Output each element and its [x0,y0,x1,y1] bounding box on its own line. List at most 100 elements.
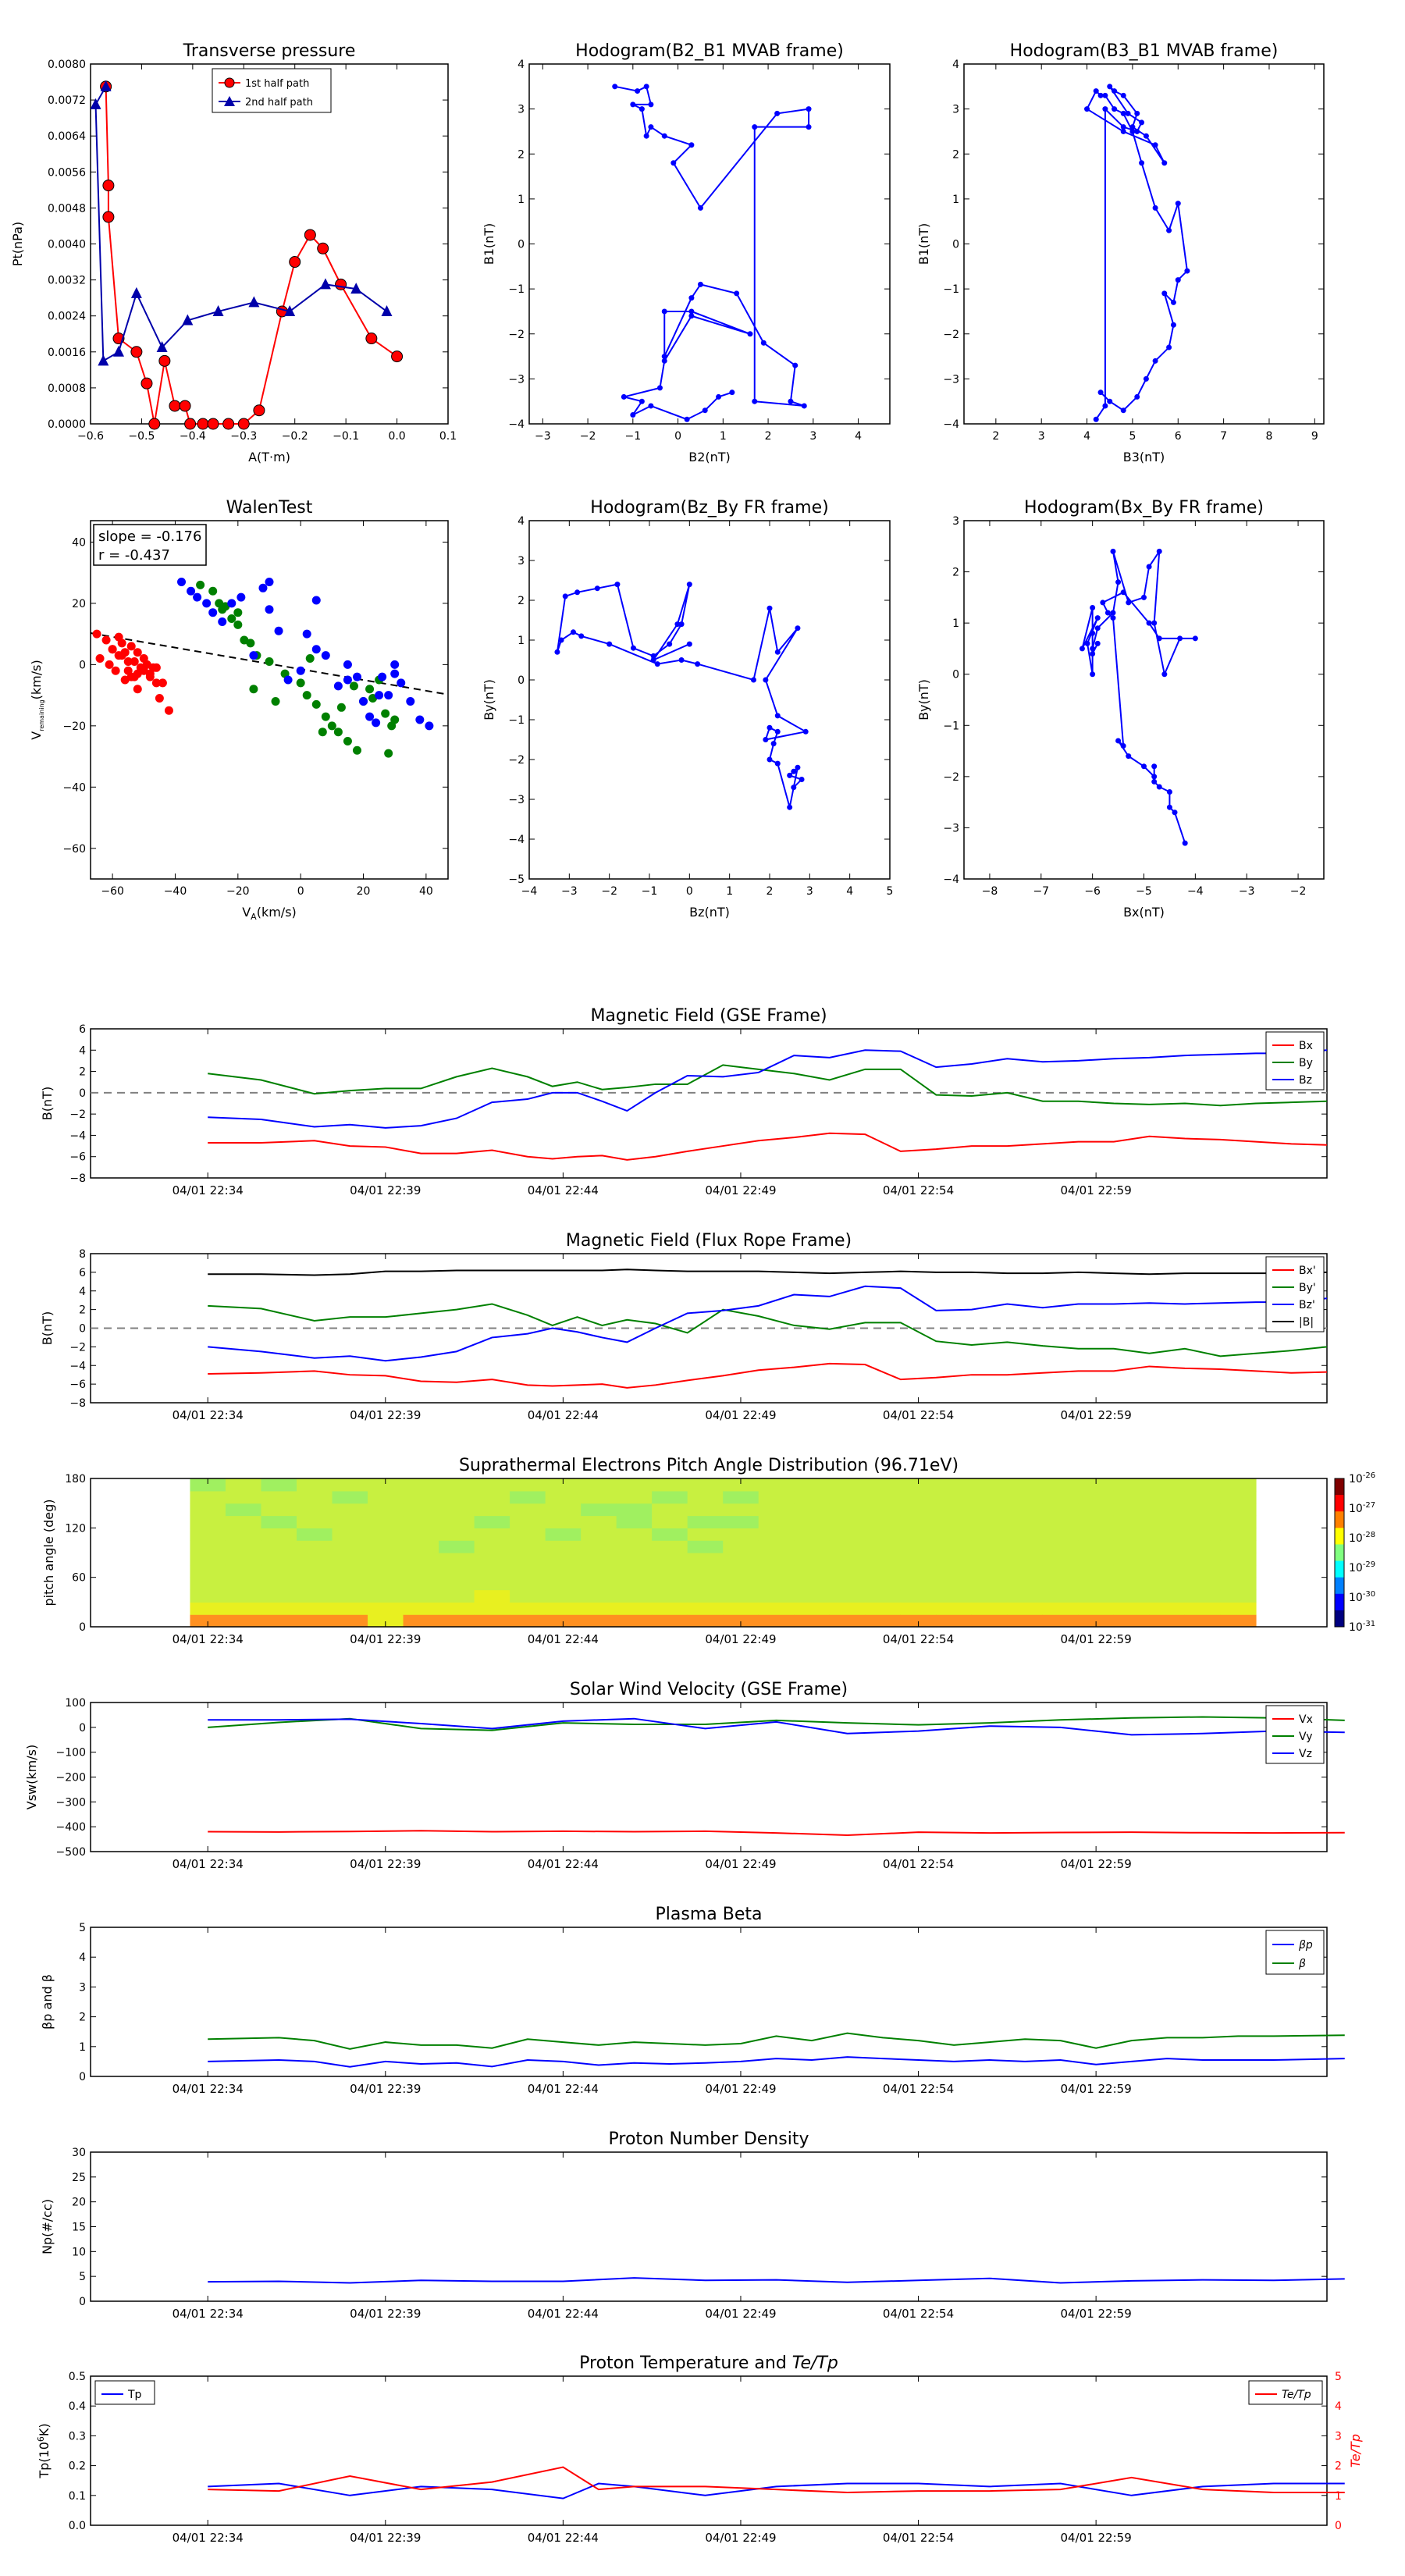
pad-cell [829,1478,866,1492]
mag_fr-series-Bz [208,1285,1328,1362]
np-title: Proton Number Density [609,2129,809,2149]
pad-colorbar-band [1335,1478,1344,1496]
hodo_b2b1-point [752,124,758,130]
pad-ylabel: pitch angle (deg) [41,1499,56,1606]
walen-ytick-label: 20 [72,598,86,610]
walen-annotation-box [93,524,207,566]
pad-cell [723,1490,759,1504]
pad-cell [723,1564,759,1578]
hodo-bxby-panel: Hodogram(Bx_By FR frame) −4 −3 −2 −1 0 1 2 3 −8 −7… [916,498,1325,920]
tp-ytick-label: 0.2 [69,2460,86,2473]
pad-colorbar-label: 10-30 [1349,1590,1375,1604]
transverse_pressure-point [317,242,329,254]
pad-cell [652,1490,688,1504]
beta-panel: Plasma Beta 0 1 2 3 4 5 04/01 22:34 04/01 22:39 0… [40,1905,1345,2096]
pad-colorbar-label: 10-28 [1349,1531,1375,1545]
pad-cell [510,1478,546,1492]
beta-ytick-label: 2 [79,2012,86,2024]
walen-point [265,605,274,614]
walen-point [352,745,361,755]
hodo_b2b1-point [661,133,667,139]
hodo_bzby-xtick-label: 1 [726,885,733,898]
pad-cell [971,1540,1008,1553]
transverse_pressure-series-line [94,86,388,363]
pad-cell [1220,1540,1257,1553]
walen-point [126,672,136,681]
pad-cell [616,1490,653,1504]
pad-cell [758,1478,795,1492]
pad-cell [900,1515,937,1528]
hodo_b2b1-point [747,331,753,337]
mag_fr-xtick-label: 04/01 22:34 [173,1408,244,1422]
tp-right-legend [1248,2380,1323,2405]
hodo_b3b1-point [1143,375,1149,382]
hodo_bxby-point [1094,615,1101,621]
pad-colorbar-label: 10-27 [1349,1501,1375,1515]
mag_gse-legend-label: Bx [1299,1040,1313,1052]
np-ytick-label: 5 [79,2271,86,2283]
pad-cell [971,1614,1008,1628]
pad-cell [616,1614,653,1628]
pad-cell [581,1515,617,1528]
hodo_bxby-title: Hodogram(Bx_By FR frame) [1024,498,1264,518]
transverse_pressure-ytick-label: 0.0048 [48,202,86,215]
hodo_b2b1-point [734,290,740,297]
mag_fr-series-Bx [208,1362,1328,1389]
tp-ytick-label: 0.5 [69,2371,86,2383]
transverse_pressure-point [289,256,301,269]
vsw-ytick-label: 100 [65,1697,86,1710]
hodo_bxby-point [1156,635,1162,642]
hodo_bzby-point [791,768,797,774]
walen-r-text: r = -0.437 [98,547,170,564]
hodo_b3b1-point [1170,299,1176,305]
transverse-pressure-panel: Transverse pressure 0.0000 0.0008 0.0016 0.0… [10,41,457,464]
pad-cell [758,1515,795,1528]
pad-cell [1078,1589,1115,1603]
pad-ytick-label: 0 [79,1621,86,1634]
hodo_b3b1-point [1175,201,1181,207]
vsw-xtick-label: 04/01 22:44 [528,1857,599,1871]
np-ytick-label: 15 [72,2222,86,2234]
np-series-Np [208,2277,1345,2284]
mag-fr-panel: Magnetic Field (Flux Rope Frame) −8 −6 −4 −2… [40,1231,1328,1422]
pad-cell [723,1515,759,1528]
pad-colorbar-label: 10-26 [1349,1471,1375,1485]
pad-cell [936,1614,973,1628]
pad-cell [687,1515,724,1528]
pad-cell [1078,1553,1115,1566]
hodo_bxby-point [1177,635,1183,642]
hodo_b2b1-ytick-label: 4 [518,59,525,71]
walen-point [177,577,187,586]
hodo_b3b1-point [1161,290,1168,297]
hodo_b3b1-point [1152,205,1158,211]
hodo_bzby-point [787,804,793,810]
pad-cell [1042,1564,1079,1578]
pad-cell [439,1577,475,1591]
walen-point [321,651,330,660]
tp-left-legend-label: Tp [127,2389,142,2401]
transverse_pressure-ytick-label: 0.0080 [48,59,86,71]
hodo_b2b1-point [630,411,636,418]
pad-cell [1042,1602,1079,1615]
pad-cell [1078,1614,1115,1628]
np-frame [90,2151,1328,2302]
pad-cell [1220,1602,1257,1615]
pad-cell [936,1540,973,1553]
transverse_pressure-point [102,211,115,223]
pad-cell [616,1577,653,1591]
hodo_b3b1-point [1120,407,1126,414]
pad-cell [865,1553,902,1566]
pad-cell [510,1564,546,1578]
hodo_b2b1-point [661,358,667,364]
walen-point [327,721,336,731]
pad-cell [474,1602,510,1615]
np-xtick-label: 04/01 22:49 [705,2307,776,2321]
pad-cell [1113,1614,1151,1628]
hodo_b2b1-xtick-label: −3 [535,430,551,443]
pad-cell [794,1490,831,1504]
pad-cell [652,1515,688,1528]
pad-cell [652,1553,688,1566]
hodo_b2b1-point [638,398,645,404]
walen-point [343,675,352,685]
mag-gse-panel: Magnetic Field (GSE Frame) −8 −6 −4 −2 0 2 4 6 04… [40,1006,1328,1197]
